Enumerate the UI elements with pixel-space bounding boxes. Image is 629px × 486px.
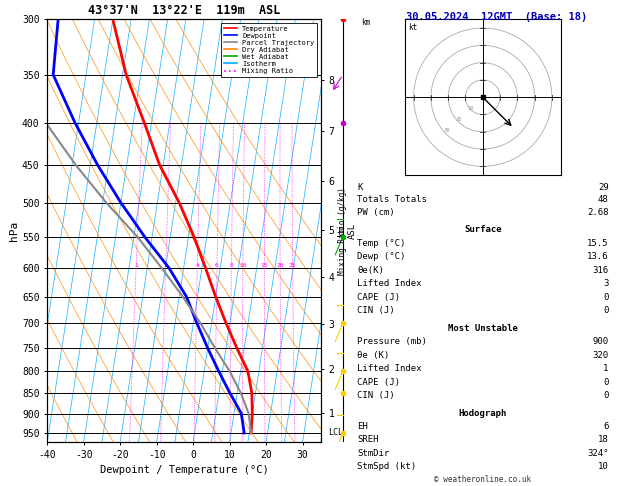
- Text: SREH: SREH: [357, 435, 379, 444]
- Text: K: K: [357, 183, 362, 191]
- Text: 8: 8: [230, 263, 233, 268]
- Text: 10: 10: [239, 263, 247, 268]
- Text: 18: 18: [598, 435, 609, 444]
- Text: 20: 20: [455, 117, 462, 122]
- Y-axis label: hPa: hPa: [9, 221, 19, 241]
- Text: Mixing Ratio (g/kg): Mixing Ratio (g/kg): [338, 187, 347, 275]
- Text: StmDir: StmDir: [357, 449, 389, 457]
- Text: Lifted Index: Lifted Index: [357, 279, 421, 288]
- Text: CAPE (J): CAPE (J): [357, 293, 400, 302]
- Legend: Temperature, Dewpoint, Parcel Trajectory, Dry Adiabat, Wet Adiabat, Isotherm, Mi: Temperature, Dewpoint, Parcel Trajectory…: [221, 23, 317, 77]
- Text: Most Unstable: Most Unstable: [448, 324, 518, 333]
- Text: Temp (°C): Temp (°C): [357, 239, 405, 248]
- Text: 10: 10: [598, 462, 609, 471]
- Text: StmSpd (kt): StmSpd (kt): [357, 462, 416, 471]
- Text: 25: 25: [289, 263, 296, 268]
- Text: 10: 10: [467, 106, 474, 111]
- Text: LCL: LCL: [328, 429, 343, 437]
- Text: 3: 3: [603, 279, 609, 288]
- Text: © weatheronline.co.uk: © weatheronline.co.uk: [434, 474, 532, 484]
- Text: 316: 316: [593, 266, 609, 275]
- Text: θe (K): θe (K): [357, 351, 389, 360]
- Text: 30.05.2024  12GMT  (Base: 18): 30.05.2024 12GMT (Base: 18): [406, 12, 587, 22]
- Text: 0: 0: [603, 293, 609, 302]
- Text: 4: 4: [196, 263, 199, 268]
- Text: Lifted Index: Lifted Index: [357, 364, 421, 373]
- Text: PW (cm): PW (cm): [357, 208, 394, 217]
- Text: Pressure (mb): Pressure (mb): [357, 337, 426, 347]
- Text: 48: 48: [598, 195, 609, 204]
- Text: CIN (J): CIN (J): [357, 306, 394, 315]
- Text: 13.6: 13.6: [587, 252, 609, 261]
- Text: 324°: 324°: [587, 449, 609, 457]
- Text: 6: 6: [215, 263, 219, 268]
- Text: 15: 15: [260, 263, 268, 268]
- Text: 2: 2: [164, 263, 167, 268]
- Text: km: km: [361, 17, 370, 27]
- Text: 0: 0: [603, 306, 609, 315]
- Text: 6: 6: [603, 422, 609, 431]
- Text: CAPE (J): CAPE (J): [357, 378, 400, 387]
- Text: Surface: Surface: [464, 225, 501, 234]
- Text: 900: 900: [593, 337, 609, 347]
- Text: 320: 320: [593, 351, 609, 360]
- Text: 15.5: 15.5: [587, 239, 609, 248]
- Text: 20: 20: [276, 263, 284, 268]
- Text: 30: 30: [443, 128, 450, 133]
- Text: Totals Totals: Totals Totals: [357, 195, 426, 204]
- Text: 29: 29: [598, 183, 609, 191]
- Text: 43°37'N  13°22'E  119m  ASL: 43°37'N 13°22'E 119m ASL: [88, 4, 280, 17]
- X-axis label: Dewpoint / Temperature (°C): Dewpoint / Temperature (°C): [99, 466, 269, 475]
- Y-axis label: km
ASL: km ASL: [337, 223, 357, 239]
- Text: EH: EH: [357, 422, 367, 431]
- Text: 2.68: 2.68: [587, 208, 609, 217]
- Text: kt: kt: [408, 23, 418, 32]
- Text: CIN (J): CIN (J): [357, 391, 394, 400]
- Text: 0: 0: [603, 378, 609, 387]
- Text: 0: 0: [603, 391, 609, 400]
- Text: Hodograph: Hodograph: [459, 409, 507, 417]
- Text: 1: 1: [134, 263, 138, 268]
- Text: Dewp (°C): Dewp (°C): [357, 252, 405, 261]
- Text: 1: 1: [603, 364, 609, 373]
- Text: θe(K): θe(K): [357, 266, 384, 275]
